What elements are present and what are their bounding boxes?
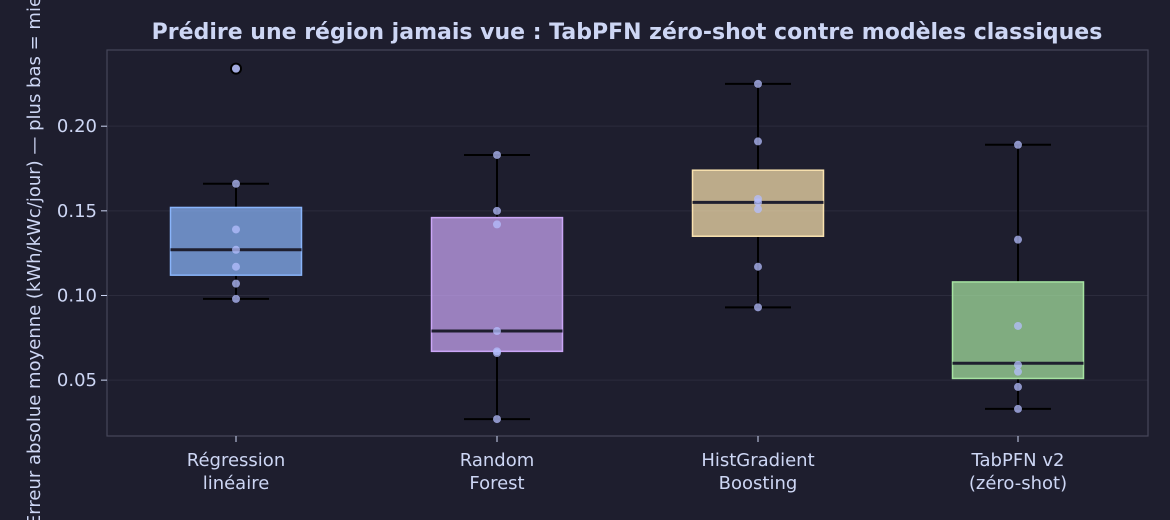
data-point [754, 198, 762, 207]
data-point [1014, 235, 1022, 244]
data-point [754, 79, 762, 88]
data-point [232, 64, 240, 73]
x-tick-label: Boosting [719, 473, 798, 494]
data-point [232, 262, 240, 271]
data-point [232, 279, 240, 288]
y-axis-label: Erreur absolue moyenne (kWh/kWc/jour) — … [24, 0, 45, 520]
data-point [1014, 140, 1022, 149]
x-tick-label: TabPFN v2 [971, 450, 1065, 471]
data-point [232, 294, 240, 303]
data-point [493, 327, 501, 336]
x-tick-label: linéaire [203, 473, 270, 494]
data-point [493, 415, 501, 424]
box [169, 206, 303, 276]
y-tick-label: 0.10 [57, 285, 97, 306]
y-tick-label: 0.15 [57, 201, 97, 222]
data-point [232, 245, 240, 254]
data-point [754, 303, 762, 312]
x-tick-label: Forest [469, 473, 524, 494]
data-point [754, 205, 762, 214]
x-tick-label: Régression [187, 450, 285, 471]
data-point [1014, 321, 1022, 330]
data-point [1014, 367, 1022, 376]
x-tick-label: (zéro-shot) [969, 473, 1067, 494]
data-point [493, 220, 501, 229]
data-point [493, 206, 501, 215]
data-point [754, 137, 762, 146]
data-point [493, 150, 501, 159]
chart-title: Prédire une région jamais vue : TabPFN z… [152, 20, 1103, 45]
data-point [1014, 404, 1022, 413]
x-tick-label: HistGradient [701, 450, 814, 471]
y-tick-label: 0.05 [57, 370, 97, 391]
data-point [493, 349, 501, 358]
data-point [232, 179, 240, 188]
x-tick-label: Random [460, 450, 535, 471]
y-tick-label: 0.20 [57, 116, 97, 137]
data-point [1014, 360, 1022, 369]
data-point [754, 262, 762, 271]
data-point [232, 225, 240, 234]
data-point [1014, 382, 1022, 391]
plot-frame [106, 49, 1149, 437]
